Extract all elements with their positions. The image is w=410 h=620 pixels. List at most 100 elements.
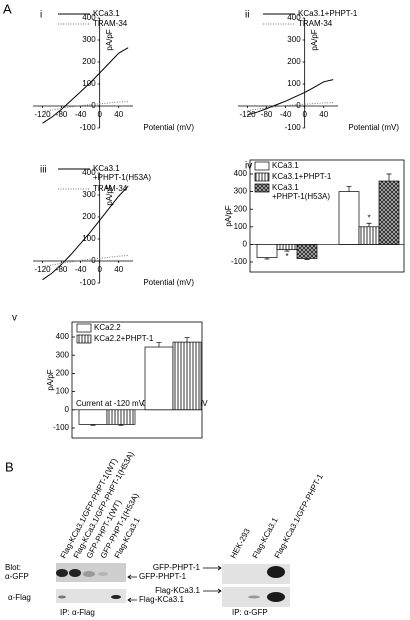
- x-tick-label: 0: [302, 110, 307, 119]
- y-tick-label: 200: [287, 57, 301, 66]
- y-tick-label: 400: [234, 169, 248, 178]
- significance: *: [367, 213, 370, 222]
- y-tick-label: 300: [56, 350, 70, 359]
- x-tick-label: -80: [56, 265, 68, 274]
- panel-label: iii: [40, 165, 47, 176]
- error-bar: [366, 222, 372, 227]
- y-tick-label: 200: [234, 204, 248, 213]
- bar: [144, 346, 174, 411]
- legend-label: KCa3.1 +PHPT-1(H53A): [272, 183, 331, 201]
- panel-label: iv: [245, 161, 252, 172]
- error-bar: [264, 257, 270, 260]
- band: [56, 569, 68, 577]
- band-label: Flag-KCa3.1: [139, 595, 184, 604]
- error-bar: [284, 249, 290, 252]
- x-tick-label: -80: [261, 110, 273, 119]
- y-tick-label: 300: [82, 190, 96, 199]
- x-tick-label: -120: [35, 110, 52, 119]
- bar: [378, 180, 400, 245]
- y-tick-label: -100: [80, 123, 97, 132]
- y-tick-label: 0: [91, 101, 96, 110]
- band: [111, 595, 121, 599]
- legend-label: KCa3.1 +PHPT-1(H53A): [93, 164, 152, 182]
- blot-strip: [56, 589, 126, 603]
- category-label: Current at -120 mV: [76, 399, 145, 408]
- legend-label-box: KCa3.1 +PHPT-1(H53A): [93, 164, 152, 182]
- figure-label: A: [3, 1, 12, 16]
- y-axis-label: pA/pF: [105, 29, 114, 50]
- lane-label: Flag-KCa3.1/GFP-PHPT-1: [273, 472, 325, 560]
- bar: [106, 409, 136, 425]
- band: [267, 566, 285, 578]
- panel-label: ii: [245, 10, 249, 21]
- x-tick-label: 0: [97, 265, 102, 274]
- y-tick-label: 0: [243, 240, 248, 249]
- bar: [276, 244, 298, 251]
- legend-label: TRAM-34: [93, 19, 128, 28]
- band: [248, 595, 260, 599]
- y-tick-label: -100: [80, 278, 97, 287]
- legend-swatch: [254, 183, 270, 193]
- arrow: [127, 597, 137, 603]
- y-tick-label: 100: [234, 222, 248, 231]
- band-label: GFP-PHPT-1: [153, 563, 201, 572]
- y-axis-label: pA/pF: [224, 205, 233, 226]
- panel-label: v: [12, 313, 17, 324]
- x-tick-label: 40: [114, 110, 123, 119]
- error-bar: [184, 337, 190, 343]
- y-tick-label: 100: [287, 79, 301, 88]
- band: [58, 595, 66, 599]
- y-tick-label: -100: [285, 123, 302, 132]
- y-tick-label: 200: [82, 57, 96, 66]
- panel-label: i: [40, 10, 42, 21]
- x-tick-label: 40: [319, 110, 328, 119]
- bar: [78, 409, 108, 425]
- series-line: [42, 185, 129, 281]
- series-line: [42, 255, 129, 267]
- x-tick-label: 40: [114, 265, 123, 274]
- x-tick-label: -40: [75, 265, 87, 274]
- error-bar: [304, 258, 310, 260]
- legend-label: KCa3.1+PHPT-1: [298, 9, 358, 18]
- y-tick-label: 200: [82, 212, 96, 221]
- x-axis-label: Potential (mV): [143, 123, 194, 132]
- ip-label: IP: α-GFP: [232, 608, 268, 617]
- band: [83, 571, 95, 577]
- bar: [358, 226, 380, 245]
- band-label: Flag-KCa3.1: [155, 586, 200, 595]
- y-tick-label: 0: [91, 256, 96, 265]
- legend-label-box: KCa3.1 +PHPT-1(H53A): [272, 183, 331, 201]
- bar: [172, 341, 202, 411]
- y-tick-label: 100: [56, 387, 70, 396]
- band: [267, 592, 285, 602]
- y-tick-label: -100: [53, 423, 70, 432]
- bar: [296, 244, 318, 259]
- legend-label: KCa2.2: [94, 323, 121, 332]
- plot-frame: [249, 159, 405, 273]
- y-tick-label: -100: [231, 257, 248, 266]
- plot-frame: [71, 321, 203, 439]
- y-tick-label: 300: [287, 35, 301, 44]
- blot-label: Blot:: [5, 563, 21, 572]
- legend-swatch: [254, 161, 270, 171]
- y-tick-label: 200: [56, 369, 70, 378]
- legend-swatch: [254, 172, 270, 182]
- y-tick-label: 400: [82, 168, 96, 177]
- legend-label: TRAM-34: [298, 19, 333, 28]
- x-tick-label: -80: [56, 110, 68, 119]
- series-line: [247, 102, 334, 111]
- error-bar: [90, 424, 96, 426]
- band: [98, 572, 108, 576]
- legend-label: TRAM-34: [93, 184, 128, 193]
- series-line: [42, 47, 129, 124]
- band: [69, 569, 81, 577]
- lane-label: HEK-293: [229, 527, 252, 560]
- legend-swatch: [76, 334, 92, 344]
- antibody-label: α-Flag: [8, 593, 31, 602]
- y-tick-label: 400: [287, 13, 301, 22]
- significance: *: [285, 252, 288, 261]
- band-label: GFP-PHPT-1: [139, 572, 187, 581]
- error-bar: [346, 185, 352, 192]
- ip-label: IP: α-Flag: [60, 608, 95, 617]
